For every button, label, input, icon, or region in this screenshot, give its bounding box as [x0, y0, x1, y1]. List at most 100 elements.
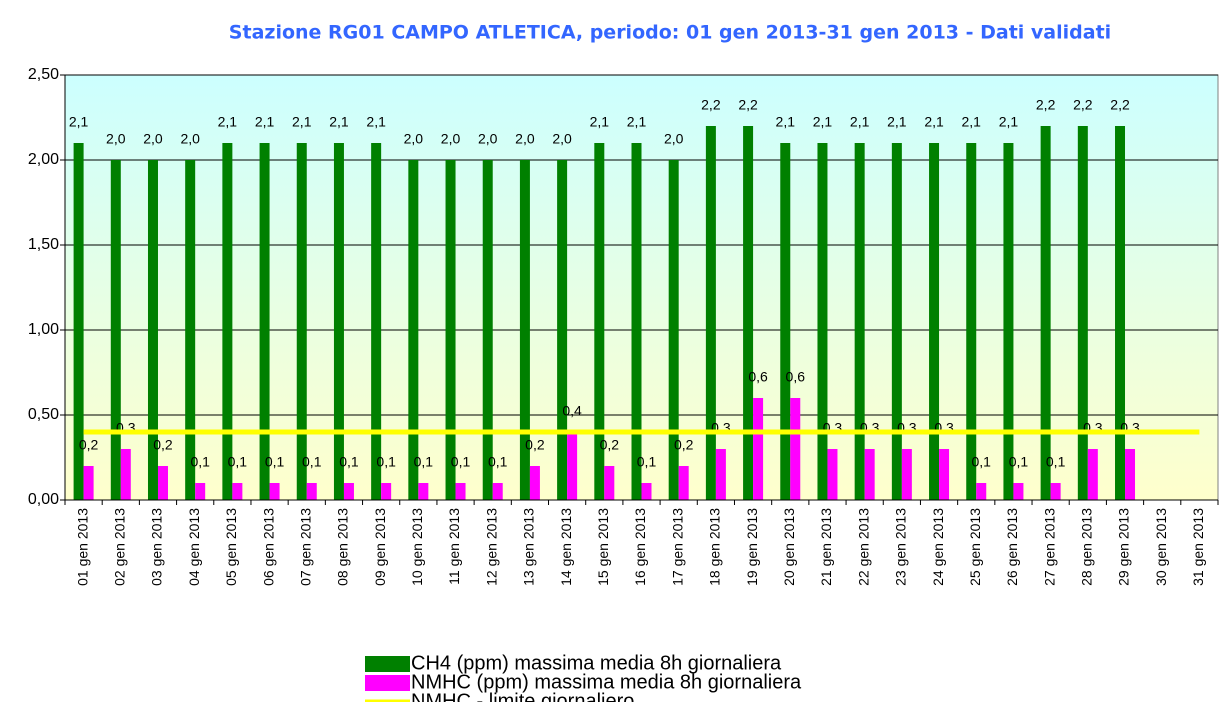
bar [120, 449, 131, 500]
x-tick-label: 09 gen 2013 [372, 508, 388, 586]
data-label: 2,2 [701, 97, 721, 113]
data-label: 0,1 [376, 454, 396, 470]
data-label: 2,1 [218, 114, 238, 130]
data-label: 2,1 [255, 114, 275, 130]
data-label: 0,1 [1046, 454, 1066, 470]
bar [705, 126, 716, 500]
data-label: 0,1 [302, 454, 322, 470]
bar [1077, 126, 1088, 500]
bar [83, 466, 94, 500]
bar [519, 160, 530, 500]
x-tick-label: 11 gen 2013 [446, 508, 462, 585]
bar [1050, 483, 1061, 500]
x-tick-label: 24 gen 2013 [930, 508, 946, 586]
data-label: 0,2 [153, 437, 173, 453]
x-tick-label: 25 gen 2013 [967, 508, 983, 586]
bar [333, 143, 344, 500]
x-tick-label: 13 gen 2013 [521, 508, 537, 586]
data-label: 2,1 [887, 114, 907, 130]
x-tick-label: 10 gen 2013 [409, 508, 425, 586]
data-label: 2,2 [1073, 97, 1093, 113]
bar [445, 160, 456, 500]
data-label: 0,1 [228, 454, 248, 470]
bar [296, 143, 307, 500]
x-tick-label: 03 gen 2013 [149, 508, 165, 586]
bar [743, 126, 754, 500]
bar [668, 160, 679, 500]
x-tick-label: 20 gen 2013 [781, 508, 797, 586]
data-label: 2,1 [292, 114, 312, 130]
bar [73, 143, 84, 500]
data-label: 2,0 [180, 131, 200, 147]
y-tick-label: 1,50 [28, 236, 59, 253]
bar [939, 449, 950, 500]
bar [966, 143, 977, 500]
x-tick-label: 07 gen 2013 [297, 508, 313, 586]
x-tick-label: 12 gen 2013 [483, 508, 499, 586]
data-label: 2,1 [366, 114, 386, 130]
chart-title: Stazione RG01 CAMPO ATLETICA, periodo: 0… [229, 22, 1111, 44]
bar [1013, 483, 1024, 500]
data-label: 0,1 [451, 454, 471, 470]
bar [790, 398, 801, 500]
data-label: 0,1 [265, 454, 285, 470]
data-label: 2,0 [143, 131, 163, 147]
bar [854, 143, 865, 500]
data-label: 0,2 [525, 437, 545, 453]
bar [343, 483, 354, 500]
legend-label: CH4 (ppm) massima media 8h giornaliera [411, 652, 782, 674]
bar [455, 483, 466, 500]
bar [381, 483, 392, 500]
bar [1040, 126, 1051, 500]
data-label: 0,1 [190, 454, 210, 470]
data-label: 0,1 [414, 454, 434, 470]
data-label: 0,1 [1009, 454, 1029, 470]
x-tick-label: 17 gen 2013 [669, 508, 685, 586]
x-tick-label: 02 gen 2013 [111, 508, 127, 586]
data-label: 2,0 [515, 131, 535, 147]
legend-label: NMHC - limite giornaliero [411, 690, 634, 702]
data-label: 2,1 [962, 114, 982, 130]
x-tick-label: 31 gen 2013 [1190, 508, 1206, 586]
bar [1087, 449, 1098, 500]
data-label: 2,0 [478, 131, 498, 147]
bar [147, 160, 158, 500]
bar [529, 466, 540, 500]
bar [678, 466, 689, 500]
bar [1115, 126, 1126, 500]
bar [408, 160, 419, 500]
x-tick-label: 16 gen 2013 [632, 508, 648, 586]
legend-label: NMHC (ppm) massima media 8h giornaliera [411, 671, 802, 693]
bar [753, 398, 764, 500]
x-tick-label: 23 gen 2013 [893, 508, 909, 586]
bar [222, 143, 233, 500]
y-tick-label: 1,00 [28, 321, 59, 338]
x-tick-label: 22 gen 2013 [855, 508, 871, 586]
x-tick-label: 08 gen 2013 [335, 508, 351, 586]
bar [631, 143, 642, 500]
data-label: 2,1 [590, 114, 610, 130]
bar [1003, 143, 1014, 500]
bar [195, 483, 206, 500]
x-tick-label: 05 gen 2013 [223, 508, 239, 586]
data-label: 0,6 [786, 369, 806, 385]
bar [780, 143, 791, 500]
bar [492, 483, 503, 500]
data-label: 0,2 [600, 437, 620, 453]
data-label: 2,2 [738, 97, 758, 113]
x-tick-label: 18 gen 2013 [707, 508, 723, 586]
bar [157, 466, 168, 500]
y-tick-label: 0,00 [28, 491, 59, 508]
bar [269, 483, 280, 500]
bar [641, 483, 652, 500]
data-label: 2,1 [924, 114, 944, 130]
x-tick-label: 06 gen 2013 [260, 508, 276, 586]
x-tick-label: 04 gen 2013 [186, 508, 202, 586]
x-tick-label: 14 gen 2013 [558, 508, 574, 586]
bar [817, 143, 828, 500]
data-label: 0,1 [339, 454, 359, 470]
data-label: 2,2 [1036, 97, 1056, 113]
x-tick-label: 30 gen 2013 [1153, 508, 1169, 586]
bar [594, 143, 605, 500]
bar [901, 449, 912, 500]
